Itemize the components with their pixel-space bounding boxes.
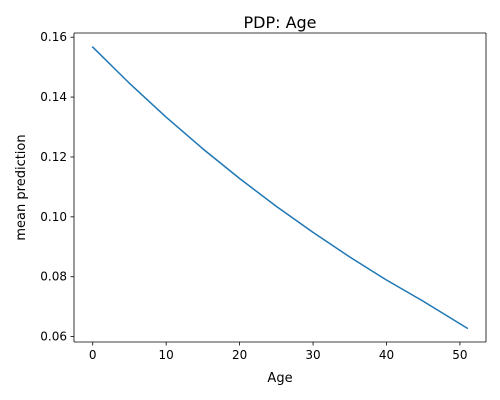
chart-title: PDP: Age <box>243 13 316 32</box>
plot-area <box>74 33 486 342</box>
axes-layer <box>73 32 487 343</box>
y-tick-label: 0.12 <box>40 150 67 164</box>
y-tick-label: 0.16 <box>40 30 67 44</box>
x-tick-label: 10 <box>159 348 174 362</box>
y-tick-label: 0.06 <box>40 330 67 344</box>
series-layer <box>91 46 469 330</box>
x-axis-label: Age <box>267 371 292 386</box>
ticks-layer: 0 10 20 30 40 50 0.06 0.08 0.10 0.12 0.14 0.16 <box>40 30 467 362</box>
x-tick-label: 0 <box>89 348 97 362</box>
series-line-0 <box>91 46 469 330</box>
x-tick-label: 20 <box>232 348 247 362</box>
y-tick-label: 0.14 <box>40 90 67 104</box>
y-tick-label: 0.08 <box>40 270 67 284</box>
x-tick-label: 50 <box>452 348 467 362</box>
y-axis-label: mean prediction <box>14 134 29 240</box>
x-tick-label: 30 <box>305 348 320 362</box>
x-tick-label: 40 <box>379 348 394 362</box>
y-tick-label: 0.10 <box>40 210 67 224</box>
